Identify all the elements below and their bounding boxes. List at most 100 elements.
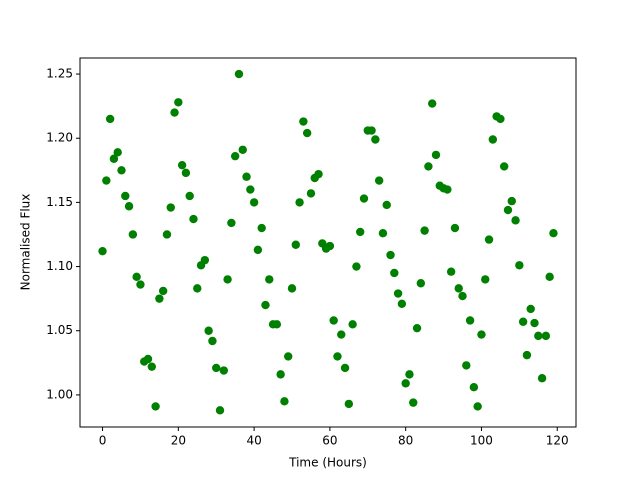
x-tick-label: 120	[546, 434, 569, 448]
point	[223, 275, 232, 284]
point	[462, 361, 471, 370]
point	[386, 250, 395, 260]
point	[465, 316, 475, 325]
point	[511, 216, 520, 225]
point	[450, 223, 460, 233]
point	[333, 352, 342, 361]
point	[481, 275, 490, 284]
point	[503, 205, 513, 215]
point	[284, 352, 293, 361]
point	[378, 228, 388, 238]
point	[488, 135, 498, 144]
point	[541, 331, 551, 341]
point	[162, 230, 172, 239]
point	[246, 185, 255, 194]
point	[204, 326, 213, 335]
y-tick-label: 1.25	[46, 67, 73, 81]
point	[105, 114, 115, 124]
point	[155, 294, 164, 303]
y-tick-label: 1.10	[46, 259, 73, 273]
x-axis-label: Time (Hours)	[288, 456, 367, 470]
point	[337, 330, 346, 339]
point	[212, 363, 221, 373]
point	[431, 150, 441, 160]
point	[124, 202, 134, 211]
point	[534, 331, 543, 341]
point	[189, 214, 198, 224]
point	[295, 198, 304, 207]
point	[499, 162, 509, 171]
point	[132, 272, 141, 282]
y-tick-label: 1.05	[46, 323, 73, 337]
point	[314, 169, 323, 179]
point	[416, 279, 426, 288]
point	[302, 128, 312, 138]
point	[469, 383, 479, 392]
point	[545, 272, 554, 282]
point	[136, 280, 145, 289]
point	[325, 241, 335, 251]
point	[102, 176, 111, 185]
x-tick-label: 80	[398, 434, 413, 448]
point	[230, 151, 240, 161]
x-tick-label: 100	[470, 434, 493, 448]
point	[147, 362, 157, 371]
point	[549, 228, 558, 238]
point	[117, 166, 126, 175]
point	[98, 246, 107, 256]
point	[420, 226, 429, 235]
y-axis-label: Normalised Flux	[19, 194, 33, 291]
point	[522, 350, 532, 360]
point	[507, 196, 516, 206]
point	[227, 218, 236, 228]
point	[257, 223, 266, 233]
point	[219, 366, 228, 375]
point	[109, 154, 119, 163]
x-tick-label: 20	[171, 434, 186, 448]
point	[397, 299, 407, 308]
point	[409, 398, 418, 407]
point	[174, 98, 183, 107]
point	[193, 284, 202, 293]
point	[272, 320, 282, 329]
point	[428, 99, 437, 108]
point	[299, 117, 308, 126]
point	[158, 286, 168, 296]
point	[424, 162, 433, 171]
point	[181, 168, 191, 178]
point	[242, 172, 251, 181]
point	[390, 268, 399, 278]
point	[530, 318, 539, 328]
point	[185, 191, 194, 201]
point	[170, 108, 179, 117]
point	[537, 374, 547, 383]
point	[215, 406, 225, 415]
y-tick-label: 1.15	[46, 195, 73, 209]
point	[352, 262, 361, 271]
point	[477, 330, 486, 339]
point	[238, 145, 247, 154]
x-tick-label: 40	[246, 434, 261, 448]
point	[200, 255, 210, 265]
point	[393, 289, 403, 298]
point	[234, 69, 244, 79]
point	[113, 148, 122, 157]
point	[166, 203, 175, 212]
point	[348, 320, 357, 329]
point	[356, 227, 365, 237]
point	[405, 370, 414, 379]
point	[382, 200, 391, 210]
point	[287, 284, 297, 293]
point	[484, 235, 494, 244]
point	[401, 379, 410, 388]
point	[458, 291, 467, 301]
point	[515, 261, 524, 270]
point	[329, 316, 338, 325]
y-tick-label: 1.00	[46, 387, 73, 401]
axes-frame	[79, 57, 577, 428]
point	[253, 245, 263, 255]
point	[412, 323, 422, 333]
point	[496, 114, 505, 124]
